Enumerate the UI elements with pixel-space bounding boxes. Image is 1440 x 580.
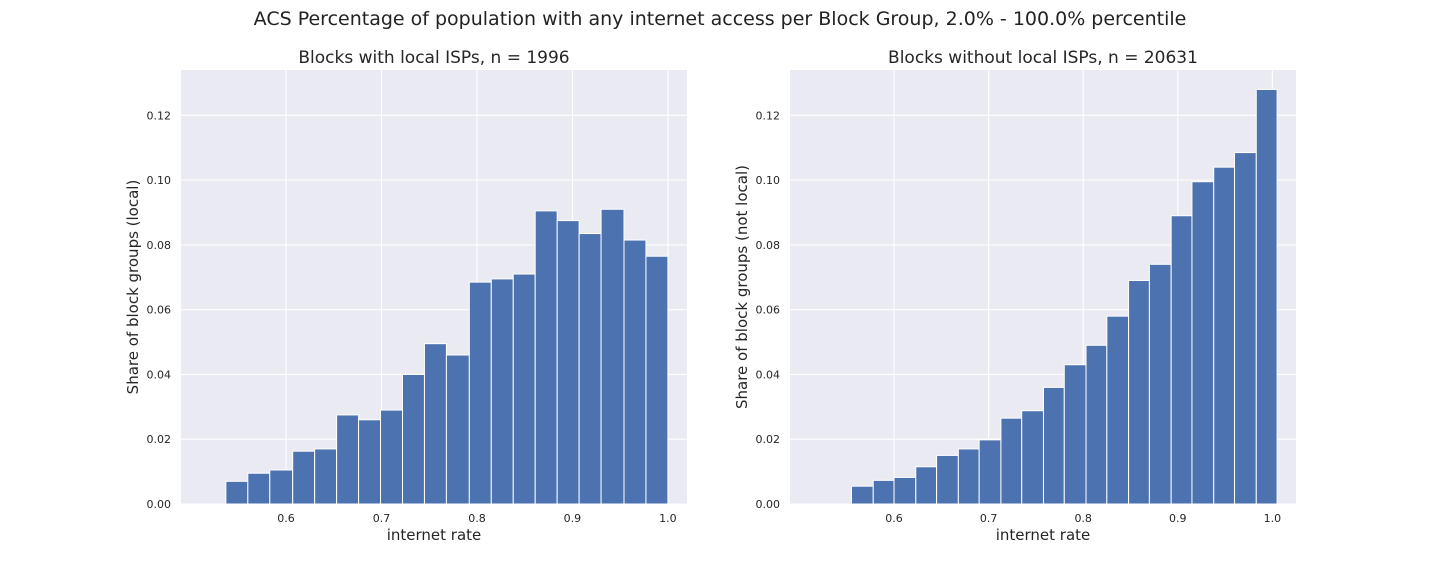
histogram-bar [401,373,425,505]
histogram-bar [336,414,360,505]
chart-panel-2: 0.6 0.7 0.8 0.9 1.0 0.00 0.02 0.04 0.06 0.08 0.10 0… [733,48,1296,544]
x-tick-label: 1.0 [1264,512,1282,525]
x-axis-label: internet rate [996,526,1091,544]
histogram-bar [1213,166,1236,505]
histogram-bar [1042,386,1065,505]
y-tick-label: 0.06 [756,304,781,317]
x-tick-label: 0.6 [885,512,903,525]
histogram-bar [269,469,294,505]
y-tick-label: 0.10 [147,174,172,187]
y-tick-label: 0.08 [756,239,781,252]
y-axis-label: Share of block groups (not local) [733,165,751,409]
histogram-bar [1234,152,1257,505]
y-axis-label: Share of block groups (local) [124,180,142,395]
histogram-bar [600,208,625,505]
histogram-bar [1021,410,1044,505]
x-tick-label: 0.6 [277,512,295,525]
histogram-bar [978,439,1002,505]
histogram-bar [872,479,895,505]
histogram-bar [850,485,874,505]
histogram-bar [1106,315,1130,505]
histogram-bar [1191,181,1215,505]
histogram-bar [358,419,382,505]
histogram-bar [247,472,271,505]
histogram-bar [490,278,514,505]
x-tick-label: 1.0 [659,512,677,525]
histogram-bar [445,354,470,505]
histogram-bar [534,210,558,505]
histogram-bar [292,450,316,505]
histogram-bar [1000,417,1023,505]
histogram-bar [893,476,917,505]
histogram-bar [623,239,647,505]
x-tick-label: 0.9 [564,512,582,525]
histogram-bar [957,448,980,505]
histogram-bar [1128,280,1150,505]
y-tick-label: 0.00 [147,498,172,511]
histogram-bar [1170,215,1193,505]
y-tick-label: 0.04 [756,368,781,381]
histogram-bar [423,343,447,505]
y-tick-label: 0.04 [147,368,172,381]
histogram-bar [1255,88,1278,505]
histogram-bar [1085,344,1108,505]
histogram-bar [1148,263,1172,505]
x-tick-label: 0.8 [1074,512,1092,525]
histogram-bar [556,220,580,505]
histogram-bar [512,273,536,505]
y-tick-label: 0.08 [147,239,172,252]
x-tick-label: 0.8 [468,512,486,525]
x-tick-label: 0.7 [373,512,391,525]
histogram-bar [1063,364,1087,505]
histogram-bar [314,448,338,505]
chart-title: Blocks with local ISPs, n = 1996 [298,48,569,68]
figure-title: ACS Percentage of population with any in… [253,8,1187,30]
x-tick-label: 0.9 [1169,512,1187,525]
y-tick-label: 0.12 [756,109,781,122]
histogram-bar [578,233,602,505]
histogram-bar [468,281,492,505]
histogram-bar [915,466,938,505]
y-tick-label: 0.10 [756,174,781,187]
histogram-bar [380,409,403,505]
chart-title: Blocks without local ISPs, n = 20631 [888,48,1198,68]
y-tick-label: 0.00 [756,498,781,511]
histogram-bar [645,255,669,505]
y-tick-label: 0.02 [147,433,172,446]
x-axis-label: internet rate [387,526,482,544]
histogram-bar [225,480,249,505]
y-tick-label: 0.06 [147,304,172,317]
x-tick-label: 0.7 [980,512,998,525]
y-tick-label: 0.02 [756,433,781,446]
y-tick-label: 0.12 [147,109,172,122]
histogram-bar [936,454,959,505]
chart-panel-1: 0.6 0.7 0.8 0.9 1.0 0.00 0.02 0.04 0.06 0.08 0.10 0… [124,48,687,544]
